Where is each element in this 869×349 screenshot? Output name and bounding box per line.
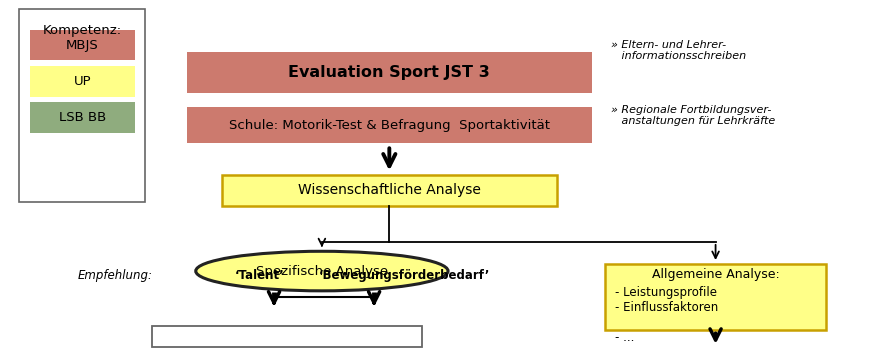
FancyBboxPatch shape bbox=[152, 326, 421, 347]
FancyBboxPatch shape bbox=[30, 66, 135, 97]
Text: Schule: Motorik-Test & Befragung  Sportaktivität: Schule: Motorik-Test & Befragung Sportak… bbox=[229, 119, 549, 132]
FancyBboxPatch shape bbox=[30, 102, 135, 133]
Text: Spezifische Analyse: Spezifische Analyse bbox=[255, 265, 388, 277]
Text: » Regionale Fortbildungsver-
   anstaltungen für Lehrkräfte: » Regionale Fortbildungsver- anstaltunge… bbox=[610, 105, 774, 126]
Text: Wissenschaftliche Analyse: Wissenschaftliche Analyse bbox=[297, 183, 481, 197]
Text: - Leistungsprofile
- Einflussfaktoren

- ...: - Leistungsprofile - Einflussfaktoren - … bbox=[614, 286, 718, 344]
Text: Allgemeine Analyse:: Allgemeine Analyse: bbox=[651, 268, 779, 281]
FancyBboxPatch shape bbox=[30, 30, 135, 60]
Text: MBJS: MBJS bbox=[66, 39, 98, 52]
Text: ‘Bewegungsförderbedarf’: ‘Bewegungsförderbedarf’ bbox=[319, 269, 489, 282]
FancyBboxPatch shape bbox=[187, 107, 591, 143]
FancyBboxPatch shape bbox=[19, 9, 145, 202]
Text: » Eltern- und Lehrer-
   informationsschreiben: » Eltern- und Lehrer- informationsschrei… bbox=[610, 39, 745, 61]
Text: ‘Talent’: ‘Talent’ bbox=[234, 269, 284, 282]
Text: LSB BB: LSB BB bbox=[58, 111, 106, 124]
FancyBboxPatch shape bbox=[222, 174, 556, 206]
Text: UP: UP bbox=[73, 75, 91, 88]
FancyBboxPatch shape bbox=[187, 52, 591, 93]
Ellipse shape bbox=[196, 251, 448, 291]
FancyBboxPatch shape bbox=[604, 264, 826, 331]
Text: Evaluation Sport JST 3: Evaluation Sport JST 3 bbox=[289, 65, 489, 80]
Text: Empfehlung:: Empfehlung: bbox=[77, 269, 152, 282]
Text: Kompetenz:: Kompetenz: bbox=[43, 24, 122, 37]
